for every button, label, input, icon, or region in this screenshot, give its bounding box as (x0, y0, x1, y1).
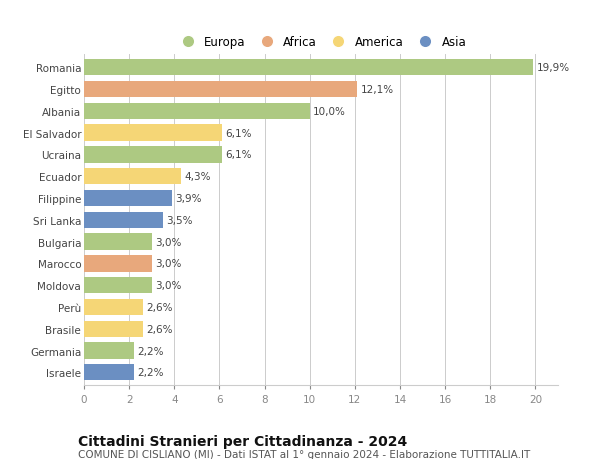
Text: 2,2%: 2,2% (137, 368, 164, 377)
Text: 10,0%: 10,0% (313, 106, 346, 117)
Bar (84, 60, 533, 76)
Text: 2,6%: 2,6% (146, 324, 173, 334)
Text: 3,0%: 3,0% (155, 259, 181, 269)
Text: Cittadini Stranieri per Cittadinanza - 2024: Cittadini Stranieri per Cittadinanza - 2… (78, 434, 407, 448)
Text: 3,0%: 3,0% (155, 237, 181, 247)
Text: 2,2%: 2,2% (137, 346, 164, 356)
Bar (84, 299, 143, 315)
Text: 3,0%: 3,0% (155, 280, 181, 291)
Text: 6,1%: 6,1% (225, 150, 251, 160)
Bar (84, 277, 152, 294)
Text: 12,1%: 12,1% (361, 85, 394, 95)
Text: 3,5%: 3,5% (166, 215, 193, 225)
Bar (84, 364, 134, 381)
Text: 19,9%: 19,9% (536, 63, 569, 73)
Bar (84, 190, 172, 207)
Bar (84, 256, 152, 272)
Text: COMUNE DI CISLIANO (MI) - Dati ISTAT al 1° gennaio 2024 - Elaborazione TUTTITALI: COMUNE DI CISLIANO (MI) - Dati ISTAT al … (78, 449, 530, 459)
Bar (84, 103, 310, 120)
Text: 4,3%: 4,3% (184, 172, 211, 182)
Bar (84, 82, 357, 98)
Text: 2,6%: 2,6% (146, 302, 173, 312)
Bar (84, 234, 152, 250)
Bar (84, 342, 134, 359)
Text: 3,9%: 3,9% (175, 194, 202, 204)
Legend: Europa, Africa, America, Asia: Europa, Africa, America, Asia (171, 31, 471, 54)
Text: 6,1%: 6,1% (225, 129, 251, 138)
Bar (84, 125, 221, 141)
Bar (84, 147, 221, 163)
Bar (84, 321, 143, 337)
Bar (84, 169, 181, 185)
Bar (84, 212, 163, 229)
